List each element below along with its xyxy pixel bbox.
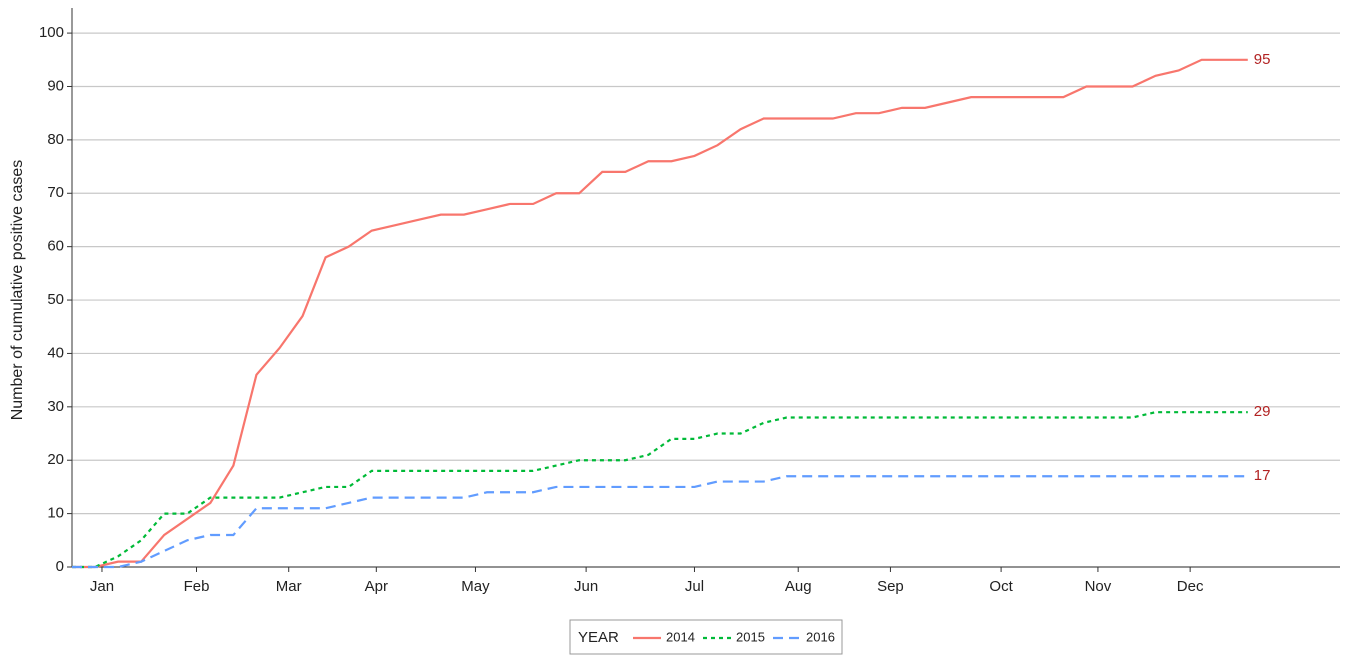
y-tick-label: 0	[56, 558, 64, 575]
y-tick-label: 20	[47, 451, 64, 468]
y-axis-label: Number of cumulative positive cases	[9, 160, 26, 421]
x-tick-label: Sep	[877, 578, 904, 595]
legend-label: 2015	[736, 629, 765, 644]
y-tick-label: 100	[39, 24, 64, 41]
x-tick-label: Dec	[1177, 578, 1204, 595]
x-tick-label: Jul	[685, 578, 704, 595]
legend-label: 2014	[666, 629, 695, 644]
y-tick-label: 90	[47, 77, 64, 94]
y-tick-label: 50	[47, 291, 64, 308]
x-tick-label: Mar	[276, 578, 302, 595]
end-label: 29	[1254, 403, 1271, 420]
y-tick-label: 30	[47, 398, 64, 415]
y-tick-label: 60	[47, 238, 64, 255]
x-tick-label: Nov	[1085, 578, 1112, 595]
x-tick-label: May	[461, 578, 490, 595]
y-tick-label: 40	[47, 344, 64, 361]
series-line	[72, 58, 1248, 569]
legend: YEAR 2014 2015 2016	[569, 619, 843, 655]
y-tick-label: 10	[47, 505, 64, 522]
legend-label: 2016	[806, 629, 835, 644]
series-line	[72, 475, 1248, 569]
end-label: 95	[1254, 51, 1271, 68]
series-line	[72, 411, 1248, 569]
end-label: 17	[1254, 467, 1271, 484]
x-tick-label: Feb	[184, 578, 210, 595]
x-tick-label: Aug	[785, 578, 812, 595]
x-tick-label: Jan	[90, 578, 114, 595]
legend-title: YEAR	[578, 629, 619, 646]
x-tick-label: Oct	[989, 578, 1013, 595]
x-tick-label: Apr	[365, 578, 388, 595]
x-tick-label: Jun	[574, 578, 598, 595]
y-tick-label: 80	[47, 131, 64, 148]
y-tick-label: 70	[47, 184, 64, 201]
